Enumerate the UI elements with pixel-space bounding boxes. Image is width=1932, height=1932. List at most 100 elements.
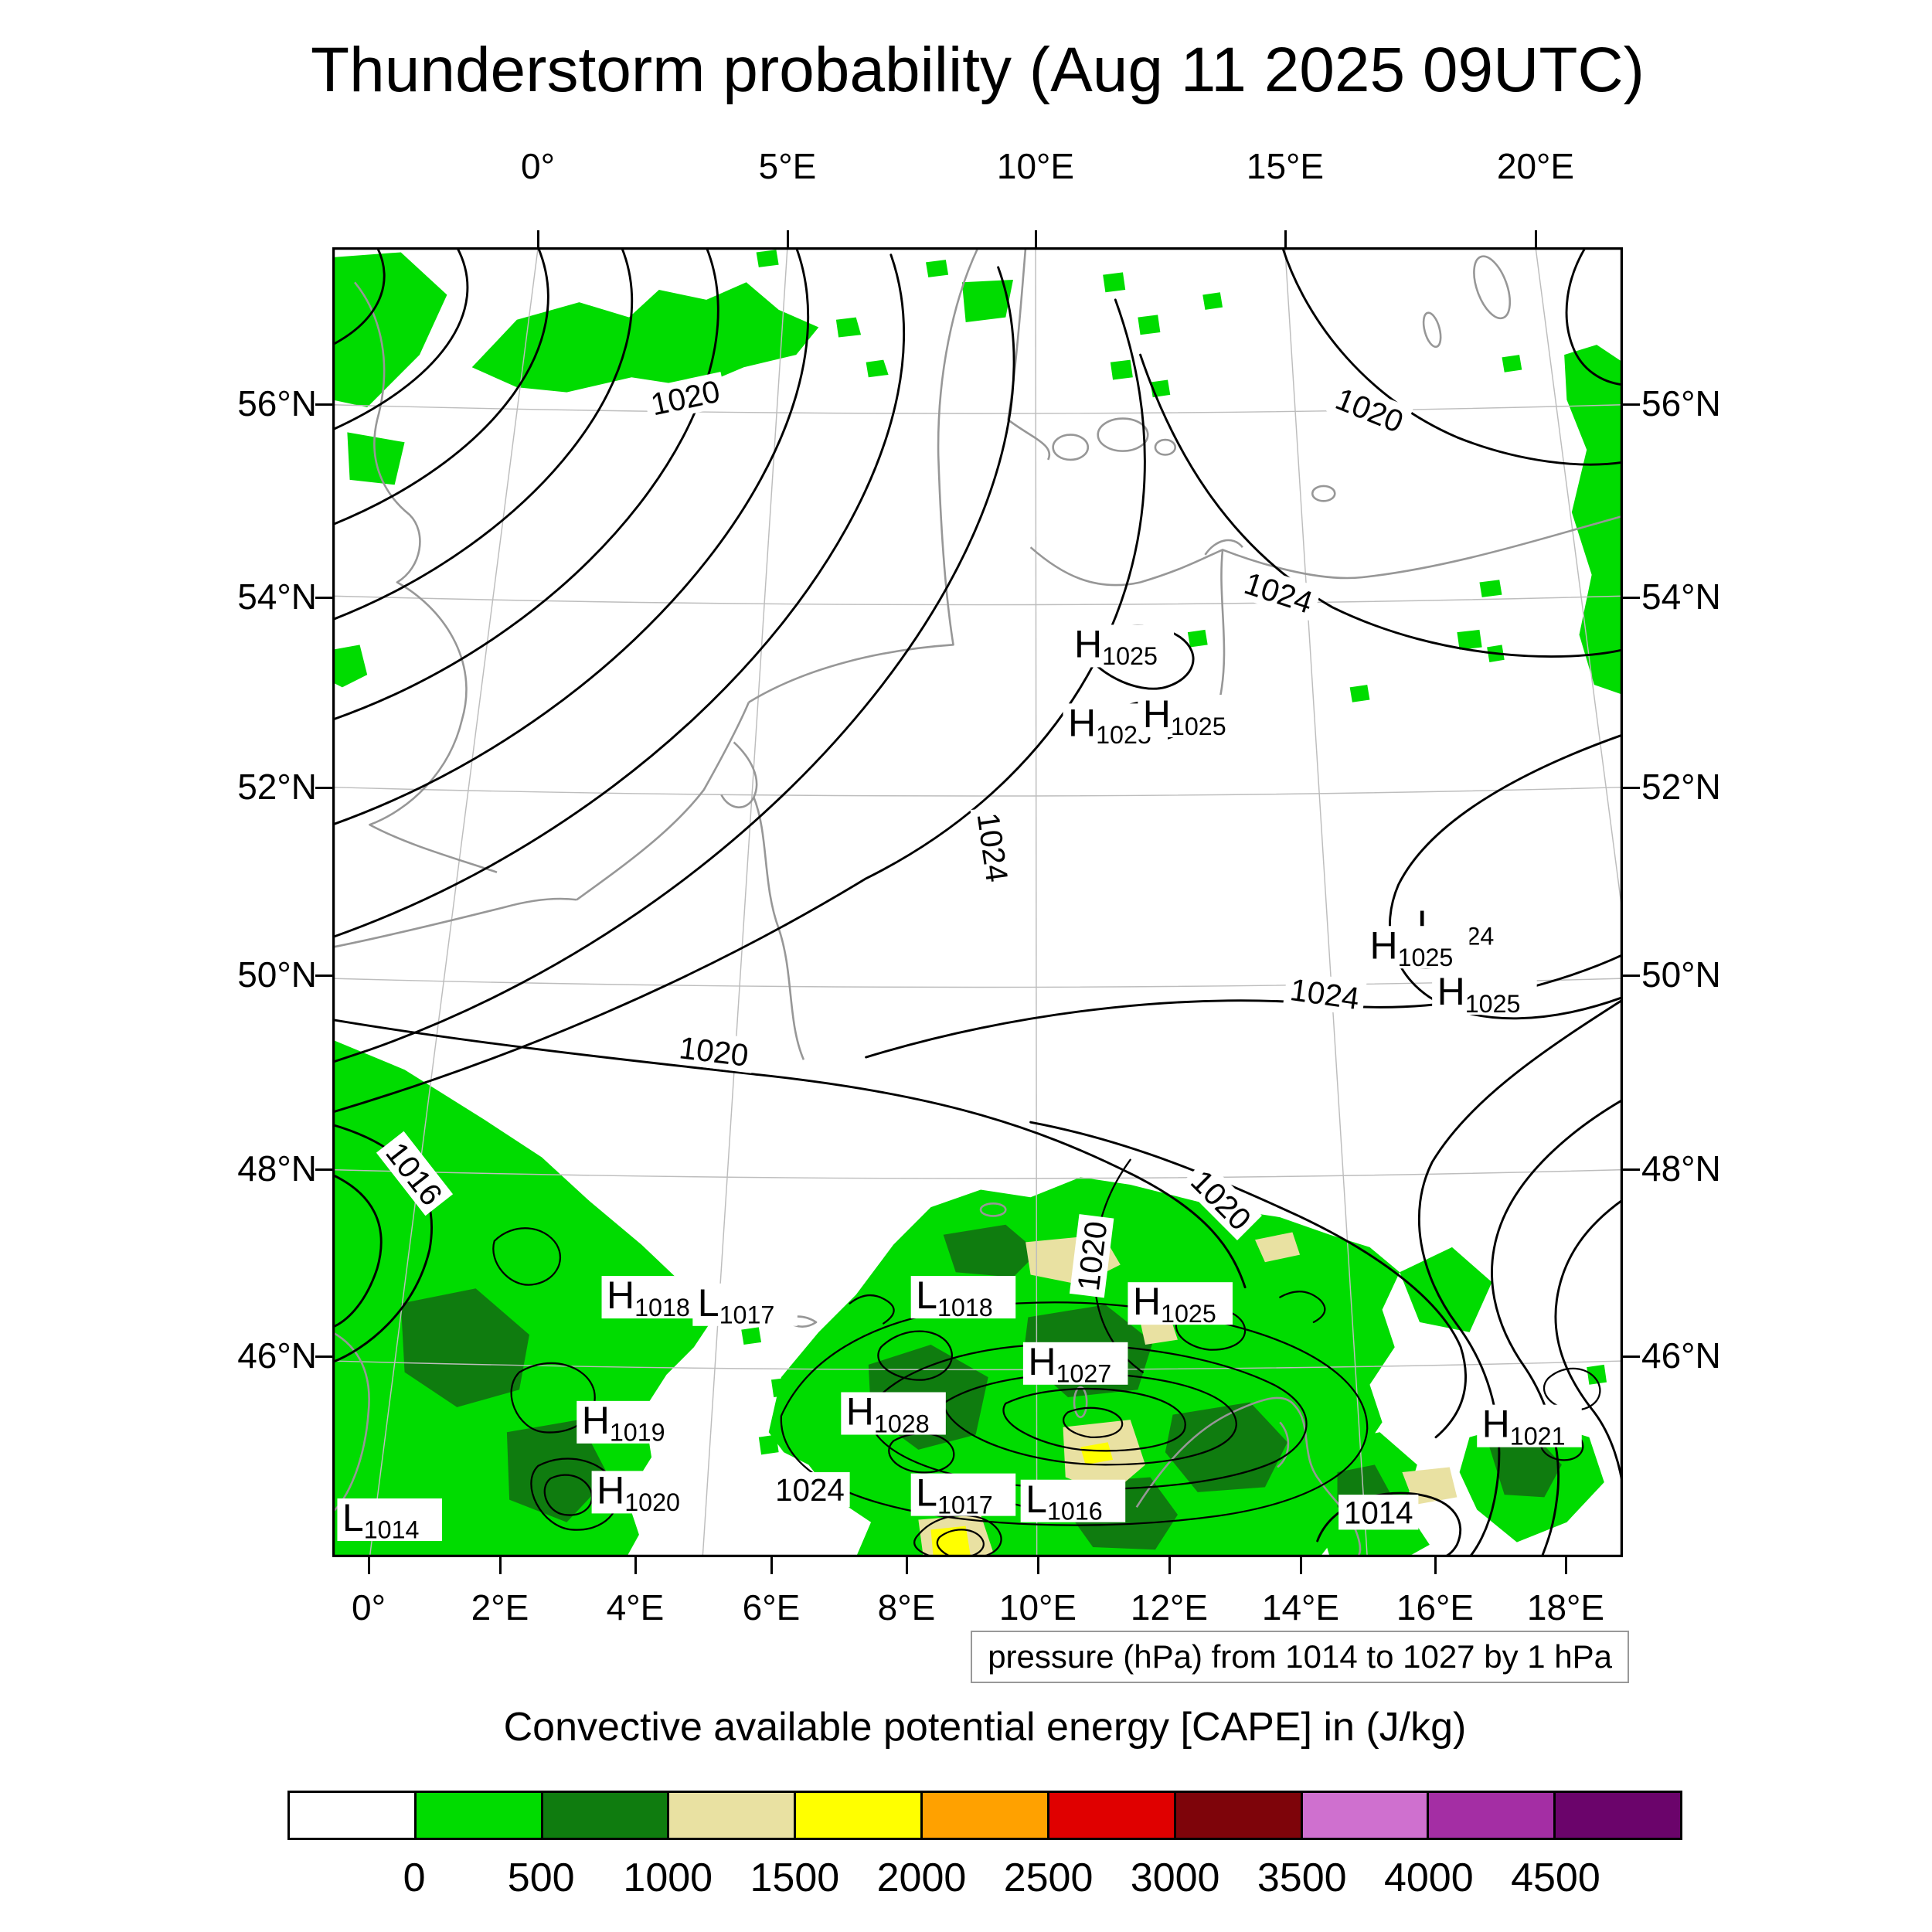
axis-label-right: 50°N: [1641, 954, 1721, 995]
svg-text:H1019: H1019: [582, 1399, 665, 1447]
map-label-layer: 1020 102010241024102410201016102010201024…: [337, 372, 1582, 1544]
axis-label-bottom: 4°E: [606, 1587, 665, 1628]
svg-text:1020: 1020: [1331, 381, 1408, 440]
colorbar-tick-label: 4000: [1383, 1855, 1474, 1900]
axis-tick-left: [315, 1355, 332, 1358]
isobar-label: 1024: [1283, 970, 1367, 1017]
axis-label-bottom: 14°E: [1261, 1587, 1340, 1628]
axis-tick-right: [1623, 403, 1640, 406]
pressure-caption: pressure (hPa) from 1014 to 1027 by 1 hP…: [971, 1631, 1629, 1683]
svg-text:1024: 1024: [971, 811, 1015, 884]
pressure-center-h1028: H1028: [841, 1390, 946, 1437]
colorbar-cell-1: [416, 1793, 543, 1838]
axis-tick-bottom: [905, 1557, 908, 1574]
svg-text:H1020: H1020: [597, 1468, 680, 1516]
svg-text:L1018: L1018: [916, 1274, 993, 1321]
axis-tick-right: [1623, 596, 1640, 599]
svg-text:1020: 1020: [677, 1029, 750, 1073]
axis-label-left: 56°N: [237, 383, 317, 423]
colorbar-tick-label: 2000: [876, 1855, 967, 1900]
axis-label-top: 15°E: [1246, 146, 1325, 186]
axis-label-left: 46°N: [237, 1335, 317, 1376]
axis-tick-bottom: [1434, 1557, 1437, 1574]
axis-label-right: 54°N: [1641, 577, 1721, 617]
axis-label-left: 48°N: [237, 1148, 317, 1189]
colorbar-tick-label: 1500: [750, 1855, 840, 1900]
svg-text:1024: 1024: [775, 1472, 845, 1508]
colorbar-cell-10: [1556, 1793, 1680, 1838]
axis-label-top: 20°E: [1496, 146, 1575, 186]
colorbar-cell-0: [290, 1793, 417, 1838]
graticule: [332, 247, 1623, 1557]
weather-map: 1020 102010241024102410201016102010201024…: [332, 247, 1623, 1557]
axis-tick-bottom: [770, 1557, 773, 1574]
isobar-label: 1024: [970, 804, 1016, 889]
pressure-center-h1025: H1025: [1365, 923, 1470, 971]
axis-tick-left: [315, 786, 332, 789]
axis-label-bottom: 10°E: [998, 1587, 1077, 1628]
axis-tick-right: [1623, 786, 1640, 789]
pressure-center-h1025: H1025: [1432, 970, 1537, 1018]
pressure-center-l1017: L1017: [692, 1281, 798, 1329]
axis-tick-top: [1534, 230, 1537, 247]
svg-text:1024: 1024: [1288, 971, 1362, 1016]
colorbar-cell-2: [543, 1793, 670, 1838]
map-border: [332, 247, 1623, 1557]
axis-label-left: 50°N: [237, 954, 317, 995]
colorbar-cell-4: [796, 1793, 923, 1838]
axis-label-right: 52°N: [1641, 767, 1721, 807]
axis-label-right: 48°N: [1641, 1148, 1721, 1189]
axis-label-left: 52°N: [237, 767, 317, 807]
colorbar-tick-label: 3000: [1130, 1855, 1220, 1900]
colorbar-cell-7: [1175, 1793, 1303, 1838]
isobar-label: 1020: [1326, 378, 1413, 441]
colorbar-tick-label: 4500: [1511, 1855, 1600, 1900]
axis-tick-bottom: [1299, 1557, 1302, 1574]
axis-tick-bottom: [1168, 1557, 1171, 1574]
axis-tick-right: [1623, 1355, 1640, 1358]
pressure-center-h1021: H1021: [1477, 1403, 1582, 1450]
isobar-label: 1014: [1338, 1495, 1419, 1530]
pressure-center-h1018: H1018: [601, 1274, 707, 1321]
axis-tick-left: [315, 974, 332, 977]
axis-label-bottom: 12°E: [1130, 1587, 1209, 1628]
colorbar-title: Convective available potential energy [C…: [503, 1705, 1467, 1750]
axis-tick-top: [536, 230, 539, 247]
isobars: [332, 247, 1623, 1557]
coastlines: [332, 247, 1623, 1557]
axis-tick-right: [1623, 1168, 1640, 1171]
pressure-center-h1020: H1020: [591, 1468, 697, 1516]
pressure-center-h1025: H1025: [1128, 1280, 1233, 1328]
colorbar-cell-8: [1302, 1793, 1430, 1838]
pressure-center-h1019: H1019: [577, 1399, 682, 1447]
isobar-label: 1020: [1069, 1214, 1114, 1298]
colorbar-cell-9: [1429, 1793, 1556, 1838]
colorbar-tick-label: 0: [403, 1855, 426, 1900]
axis-tick-left: [315, 1168, 332, 1171]
pressure-center-h1025: H1025: [1138, 692, 1243, 740]
axis-label-top: 10°E: [996, 146, 1075, 186]
axis-label-top: 0°: [521, 146, 555, 186]
colorbar-tick-label: 2500: [1003, 1855, 1094, 1900]
axis-tick-bottom: [634, 1557, 637, 1574]
axis-label-bottom: 8°E: [877, 1587, 936, 1628]
pressure-center-l1016: L1016: [1020, 1478, 1126, 1525]
colorbar-tick-label: 3500: [1257, 1855, 1347, 1900]
axis-tick-left: [315, 403, 332, 406]
pressure-center-l1014: L1014: [337, 1496, 442, 1544]
isobar-label: 1020: [672, 1029, 756, 1073]
axis-label-bottom: 2°E: [471, 1587, 529, 1628]
axis-tick-bottom: [498, 1557, 502, 1574]
axis-label-right: 46°N: [1641, 1335, 1721, 1376]
colorbar-cell-6: [1049, 1793, 1176, 1838]
colorbar-cell-5: [923, 1793, 1049, 1838]
colorbar: [287, 1791, 1682, 1840]
pressure-center-h1025: H1025: [1069, 622, 1175, 670]
axis-label-top: 5°E: [758, 146, 817, 186]
pressure-center-l1018: L1018: [910, 1274, 1016, 1321]
pressure-center-l1017: L1017: [910, 1471, 1016, 1519]
map-area: 1020 1020 1024 1024 1024 1020 1016 1020 1020 1024…: [332, 247, 1623, 1557]
axis-label-right: 56°N: [1641, 383, 1721, 423]
axis-tick-bottom: [367, 1557, 370, 1574]
